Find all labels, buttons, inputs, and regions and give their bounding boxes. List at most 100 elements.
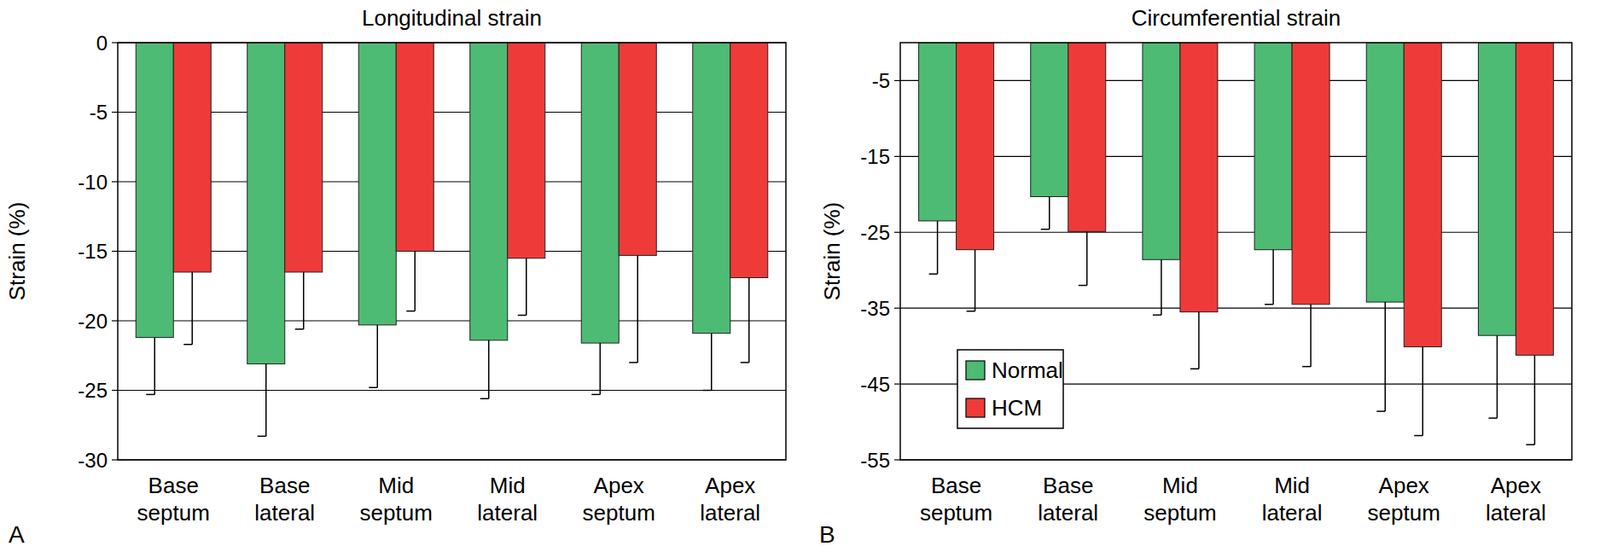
category-label: Midlateral — [477, 472, 538, 526]
error-cap — [703, 389, 712, 392]
error-cap — [1488, 417, 1497, 419]
error-line — [154, 337, 157, 396]
category-label: Baseseptum — [137, 472, 210, 526]
tick-mark — [894, 156, 901, 158]
error-cap — [1264, 303, 1274, 306]
error-line — [377, 325, 379, 388]
grid-line — [117, 320, 786, 321]
legend-box — [957, 349, 1064, 429]
bar — [358, 42, 396, 326]
error-cap — [628, 361, 638, 364]
bar — [395, 42, 434, 252]
legend-label: Normal — [991, 357, 1064, 384]
category-label-line: Base — [259, 472, 310, 499]
error-cap — [929, 273, 938, 275]
bar — [507, 42, 546, 259]
error-line — [1086, 231, 1088, 286]
bar — [1142, 42, 1181, 260]
error-bar — [591, 343, 600, 395]
panel-label: B — [819, 521, 836, 548]
bar — [1403, 42, 1442, 348]
category-label-line: Mid — [378, 472, 414, 499]
tick-mark — [894, 383, 901, 384]
error-cap — [1376, 410, 1385, 413]
category-label-line: Base — [1042, 472, 1094, 499]
category-label-line: Apex — [1378, 472, 1430, 499]
category-label: Apexseptum — [582, 472, 656, 526]
error-bar — [1041, 196, 1050, 229]
error-bar — [295, 272, 304, 330]
bar — [1030, 42, 1069, 197]
error-line — [525, 258, 528, 316]
tick-mark — [894, 232, 901, 233]
error-bar — [480, 340, 489, 399]
error-line — [1422, 347, 1425, 437]
bar — [1515, 42, 1554, 355]
error-cap — [368, 386, 378, 389]
category-label-line: septum — [137, 500, 210, 526]
tick-label: -25 — [77, 378, 108, 402]
error-line — [1272, 250, 1275, 305]
category-label-line: Apex — [704, 472, 756, 499]
category-label-line: septum — [582, 500, 656, 526]
legend-swatch — [965, 398, 985, 418]
error-bar — [1488, 335, 1497, 419]
error-cap — [1041, 228, 1050, 231]
error-bar — [1264, 250, 1274, 305]
error-cap — [1078, 285, 1088, 287]
bar — [173, 42, 211, 273]
tick-label: -35 — [860, 296, 891, 320]
grid-line — [117, 180, 786, 182]
error-line — [1309, 304, 1312, 367]
error-cap — [257, 436, 267, 438]
tick-mark — [894, 80, 901, 82]
error-bar — [1376, 302, 1385, 412]
tick-mark — [111, 459, 118, 460]
tick-label: -10 — [77, 170, 108, 194]
error-bar — [406, 251, 415, 312]
error-bar — [368, 325, 378, 388]
tick-label: -15 — [860, 145, 891, 169]
error-line — [1048, 196, 1051, 229]
category-label-line: Base — [930, 472, 982, 499]
error-cap — [1525, 443, 1535, 446]
background — [0, 0, 1600, 552]
error-line — [599, 343, 602, 395]
error-cap — [406, 310, 415, 313]
bar — [470, 42, 508, 341]
category-label-line: septum — [1143, 500, 1216, 526]
category-label-line: Mid — [1274, 472, 1310, 499]
error-bar — [257, 364, 267, 437]
error-line — [710, 333, 713, 391]
bar — [1477, 42, 1516, 336]
category-label: Midseptum — [360, 472, 433, 526]
grid-line — [900, 308, 1572, 309]
bar — [730, 42, 768, 278]
error-line — [265, 364, 268, 437]
category-label-line: septum — [919, 500, 993, 526]
bar — [1366, 42, 1404, 303]
tick-mark — [111, 41, 118, 43]
tick-label: -5 — [872, 69, 891, 93]
category-label: Apexseptum — [1367, 472, 1441, 526]
title: Circumferential strain — [1131, 5, 1342, 31]
bar — [692, 42, 731, 334]
error-bar — [929, 221, 938, 274]
tick-mark — [894, 308, 901, 309]
tick-label: -20 — [77, 309, 108, 333]
error-line — [637, 255, 640, 363]
y-axis-label: Strain (%) — [819, 202, 845, 302]
bar — [247, 42, 286, 365]
error-bar — [1190, 312, 1199, 370]
error-cap — [183, 343, 192, 346]
tick-label: -30 — [77, 448, 108, 472]
bar — [1254, 42, 1292, 251]
error-bar — [145, 337, 155, 396]
category-label: Baseseptum — [919, 472, 993, 526]
error-line — [192, 272, 194, 345]
tick-mark — [111, 389, 118, 391]
category-label-line: lateral — [1262, 500, 1323, 526]
error-line — [1496, 335, 1499, 419]
category-label-line: lateral — [254, 500, 315, 526]
bar — [956, 42, 995, 251]
